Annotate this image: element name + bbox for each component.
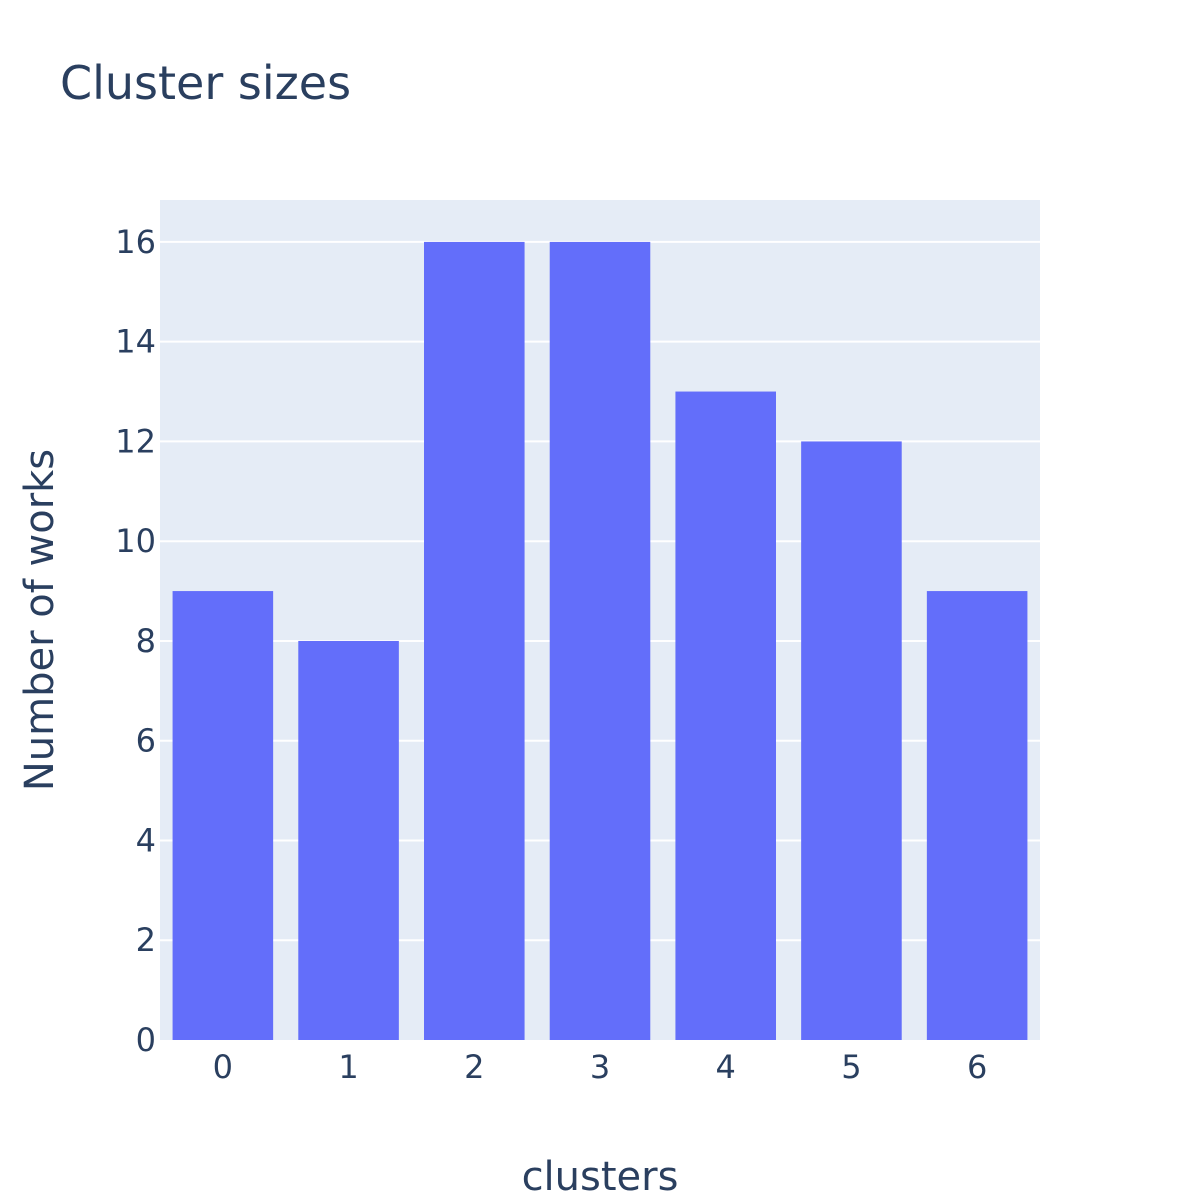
y-tick-label: 6 [136,722,156,760]
bars [172,241,1028,1040]
y-tick-label: 14 [115,323,156,361]
y-tick-label: 16 [115,223,156,261]
bar-cluster-3[interactable] [549,241,651,1040]
x-tick-label: 6 [967,1048,987,1086]
y-tick-labels: 0 2 4 6 8 10 12 14 16 [115,223,156,1059]
y-tick-label: 12 [115,422,156,460]
y-axis-title: Number of works [17,449,63,791]
bar-cluster-5[interactable] [801,441,902,1040]
x-tick-label: 3 [590,1048,610,1086]
y-tick-label: 10 [115,522,156,560]
bar-cluster-0[interactable] [172,591,274,1040]
x-tick-label: 5 [841,1048,861,1086]
x-tick-label: 4 [716,1048,736,1086]
y-tick-label: 0 [136,1021,156,1059]
x-tick-label: 0 [213,1048,233,1086]
bar-cluster-2[interactable] [424,241,525,1040]
x-tick-labels: 0 1 2 3 4 5 6 [213,1048,988,1086]
x-axis-title: clusters [522,1154,679,1200]
x-tick-label: 2 [464,1048,484,1086]
y-tick-label: 4 [136,821,156,859]
y-tick-label: 2 [136,921,156,959]
x-tick-label: 1 [338,1048,358,1086]
chart-title: Cluster sizes [60,56,351,110]
bar-cluster-4[interactable] [675,391,776,1040]
bar-cluster-6[interactable] [926,591,1028,1040]
bar-cluster-1[interactable] [298,640,399,1040]
y-tick-label: 8 [136,622,156,660]
